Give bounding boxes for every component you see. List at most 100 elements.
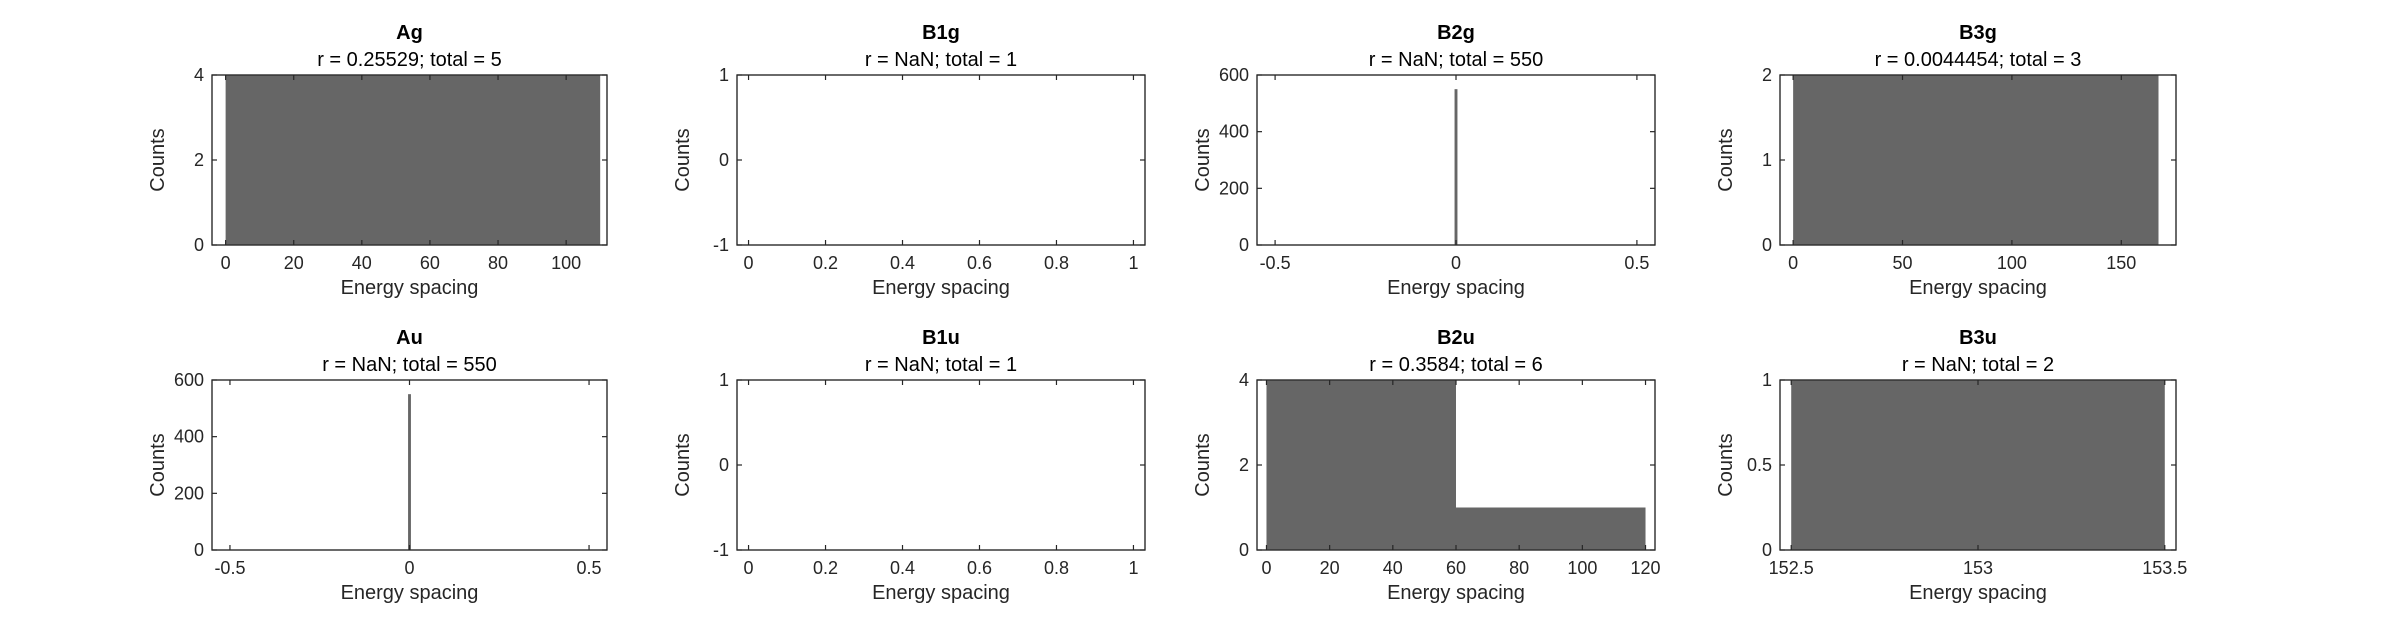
- histogram-bar: [225, 75, 601, 245]
- chart-panel-8: 152.5 153 153.5 0 0.5 1 B3u r = NaN; total = 2 E…: [1715, 327, 2187, 604]
- x-tick-label: 0: [744, 558, 754, 578]
- x-tick-label: 0.8: [1044, 253, 1069, 273]
- x-tick-label: 100: [1997, 253, 2027, 273]
- x-tick-label: 0.4: [890, 253, 915, 273]
- histogram-bar: [1793, 75, 2159, 245]
- y-tick-label: 0: [1762, 235, 1772, 255]
- chart-subtitle: r = NaN; total = 550: [1369, 49, 1544, 71]
- x-tick-label: -0.5: [214, 558, 245, 578]
- x-tick-label: 100: [1567, 558, 1597, 578]
- y-tick-label: 0: [719, 150, 729, 170]
- x-axis-label: Energy spacing: [341, 277, 479, 299]
- x-tick-label: 150: [2106, 253, 2136, 273]
- x-tick-label: 80: [488, 253, 508, 273]
- x-tick-label: 0.2: [813, 558, 838, 578]
- y-axis-label: Counts: [1192, 128, 1214, 191]
- chart-panel-7: 0 20 40 60 80 100 120 0 2 4 B2u r = 0.3584; total =…: [1192, 327, 1661, 604]
- y-tick-label: 600: [1219, 65, 1249, 85]
- chart-title: B3u: [1959, 327, 1997, 349]
- x-tick-label: 50: [1893, 253, 1913, 273]
- y-tick-label: -1: [713, 540, 729, 560]
- chart-title: B1u: [922, 327, 960, 349]
- y-tick-label: 0: [1239, 235, 1249, 255]
- x-tick-label: 100: [551, 253, 581, 273]
- x-axis-label: Energy spacing: [1909, 277, 2047, 299]
- x-tick-label: 0.5: [577, 558, 602, 578]
- x-tick-label: 80: [1509, 558, 1529, 578]
- x-axis-label: Energy spacing: [1387, 277, 1525, 299]
- chart-panel-1: 0 20 40 60 80 100 0 2 4 Ag r = 0.25529; total = 5 E…: [147, 22, 608, 299]
- x-tick-label: 0: [404, 558, 414, 578]
- y-tick-label: 0: [194, 540, 204, 560]
- chart-subtitle: r = 0.0044454; total = 3: [1875, 49, 2082, 71]
- y-tick-label: 600: [174, 370, 204, 390]
- x-tick-label: 153: [1963, 558, 1993, 578]
- y-tick-label: 200: [174, 483, 204, 503]
- chart-subtitle: r = NaN; total = 550: [322, 354, 497, 376]
- chart-panel-6: 0 0.2 0.4 0.6 0.8 1 -1 0 1 B1u r = NaN; total = 1 E…: [672, 327, 1146, 604]
- y-tick-label: 400: [174, 427, 204, 447]
- x-axis-label: Energy spacing: [341, 582, 479, 604]
- x-tick-label: 0: [1788, 253, 1798, 273]
- y-tick-label: 200: [1219, 178, 1249, 198]
- y-tick-label: 0.5: [1747, 455, 1772, 475]
- chart-title: B2g: [1437, 22, 1475, 44]
- y-axis-label: Counts: [1192, 433, 1214, 496]
- chart-panel-2: 0 0.2 0.4 0.6 0.8 1 -1 0 1 B1g r = NaN; total = 1 E…: [672, 22, 1146, 299]
- chart-subtitle: r = 0.25529; total = 5: [317, 49, 502, 71]
- x-tick-label: 1: [1128, 558, 1138, 578]
- x-tick-label: 40: [352, 253, 372, 273]
- x-tick-label: 20: [284, 253, 304, 273]
- y-tick-label: 1: [1762, 150, 1772, 170]
- histogram-bar: [1456, 507, 1646, 550]
- y-tick-label: 2: [194, 150, 204, 170]
- x-axis-label: Energy spacing: [1387, 582, 1525, 604]
- x-tick-label: 40: [1383, 558, 1403, 578]
- plot-area: [736, 379, 1146, 551]
- chart-panel-5: -0.5 0 0.5 0 200 400 600 Au r = NaN; total = 550…: [147, 327, 608, 604]
- x-tick-label: 1: [1128, 253, 1138, 273]
- x-tick-label: -0.5: [1260, 253, 1291, 273]
- x-axis-label: Energy spacing: [1909, 582, 2047, 604]
- y-tick-label: 4: [194, 65, 204, 85]
- y-tick-label: 0: [1239, 540, 1249, 560]
- x-tick-label: 0.6: [967, 558, 992, 578]
- y-axis-label: Counts: [672, 433, 694, 496]
- chart-panel-4: 0 50 100 150 0 1 2 B3g r = 0.0044454; total = 3 E…: [1715, 22, 2177, 299]
- y-axis-label: Counts: [147, 128, 169, 191]
- x-tick-label: 60: [420, 253, 440, 273]
- plot-area: [736, 74, 1146, 246]
- chart-subtitle: r = NaN; total = 1: [865, 49, 1017, 71]
- x-tick-label: 0.2: [813, 253, 838, 273]
- chart-subtitle: r = NaN; total = 1: [865, 354, 1017, 376]
- histogram-bar: [1791, 380, 2165, 550]
- x-tick-label: 0: [1261, 558, 1271, 578]
- y-axis-label: Counts: [1715, 433, 1737, 496]
- x-tick-label: 20: [1320, 558, 1340, 578]
- x-tick-label: 0: [1451, 253, 1461, 273]
- x-axis-label: Energy spacing: [872, 277, 1010, 299]
- histogram-bar: [1454, 89, 1458, 246]
- y-axis-label: Counts: [1715, 128, 1737, 191]
- chart-title: B2u: [1437, 327, 1475, 349]
- y-tick-label: 0: [194, 235, 204, 255]
- x-tick-label: 0: [744, 253, 754, 273]
- y-tick-label: 1: [1762, 370, 1772, 390]
- chart-title: Ag: [396, 22, 423, 44]
- histogram-bar: [408, 394, 411, 550]
- chart-title: Au: [396, 327, 423, 349]
- y-tick-label: 400: [1219, 122, 1249, 142]
- y-tick-label: 0: [1762, 540, 1772, 560]
- y-tick-label: 2: [1239, 455, 1249, 475]
- chart-title: B3g: [1959, 22, 1997, 44]
- y-tick-label: 0: [719, 455, 729, 475]
- x-tick-label: 0.4: [890, 558, 915, 578]
- chart-panel-3: -0.5 0 0.5 0 200 400 600 B2g r = NaN; total = 55…: [1192, 22, 1656, 299]
- y-tick-label: 1: [719, 65, 729, 85]
- y-tick-label: 4: [1239, 370, 1249, 390]
- y-axis-label: Counts: [147, 433, 169, 496]
- y-tick-label: 1: [719, 370, 729, 390]
- x-tick-label: 0.8: [1044, 558, 1069, 578]
- chart-subtitle: r = 0.3584; total = 6: [1369, 354, 1542, 376]
